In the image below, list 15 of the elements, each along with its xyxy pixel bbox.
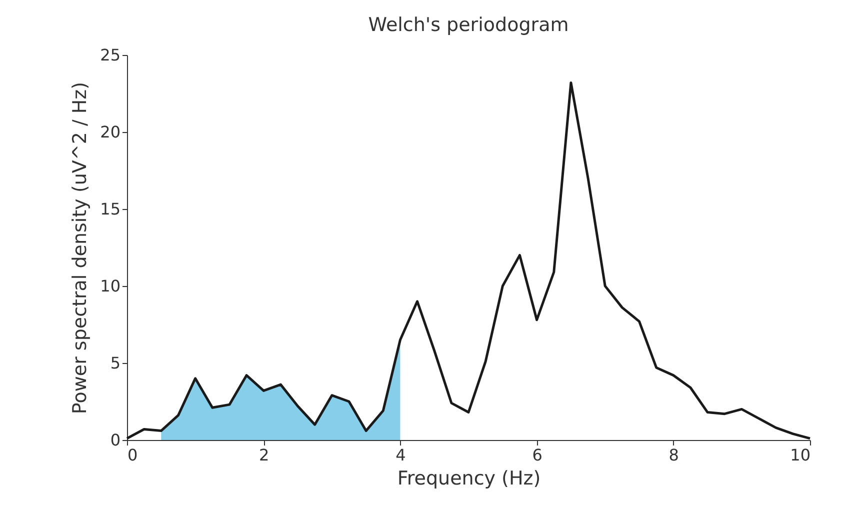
x-axis-title: Frequency (Hz) (397, 468, 541, 490)
chart-title: Welch's periodogram (368, 14, 569, 36)
y-tick-label: 5 (110, 354, 120, 372)
y-axis-title: Power spectral density (uV^2 / Hz) (69, 82, 92, 414)
y-tick-label: 25 (100, 46, 120, 64)
x-tick-label: 10 (790, 446, 810, 464)
y-tick-label: 15 (100, 200, 120, 218)
y-tick-label: 10 (100, 276, 120, 296)
y-tick-label: 20 (100, 122, 120, 142)
x-tick-label: 8 (668, 446, 679, 464)
x-tick-label: 2 (259, 446, 270, 464)
x-tick-label: 0 (128, 446, 138, 464)
x-tick-label: 6 (532, 446, 542, 464)
x-tick-label: 4 (396, 446, 406, 464)
y-tick-label: 0 (110, 430, 120, 450)
